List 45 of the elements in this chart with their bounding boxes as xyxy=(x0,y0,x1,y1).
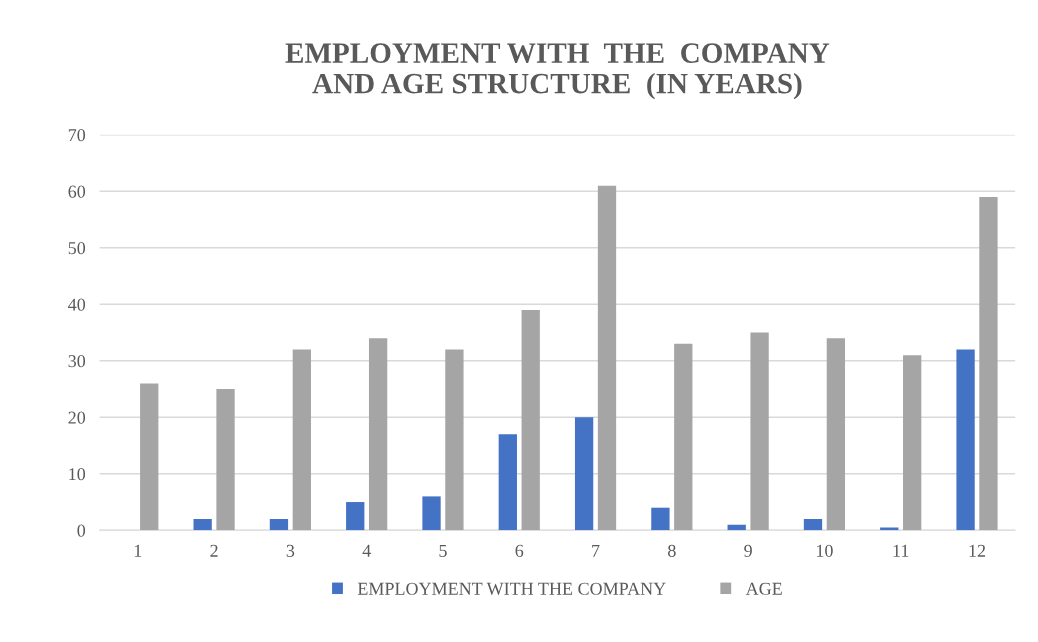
y-tick-label: 30 xyxy=(68,355,86,368)
bar xyxy=(597,185,617,531)
bar xyxy=(903,355,922,531)
y-tick-label: 0 xyxy=(77,524,86,537)
bar xyxy=(422,496,441,531)
x-tick-label: 10 xyxy=(816,544,833,557)
y-tick-label: 50 xyxy=(68,242,86,255)
bar xyxy=(140,383,159,531)
y-tick-label: 20 xyxy=(68,411,86,424)
legend-label: EMPLOYMENT WITH THE COMPANY xyxy=(357,582,666,595)
y-tick-label: 60 xyxy=(68,185,86,198)
bar xyxy=(574,417,594,531)
bar xyxy=(979,196,998,531)
x-tick-label: 8 xyxy=(668,544,676,557)
x-tick-label: 2 xyxy=(210,544,218,557)
bar xyxy=(750,332,769,531)
bar xyxy=(346,502,365,531)
y-tick-label: 10 xyxy=(69,468,86,481)
bar xyxy=(368,338,388,531)
bar xyxy=(269,518,289,531)
bar xyxy=(674,343,693,531)
bar xyxy=(880,527,899,531)
legend-label: AGE xyxy=(745,582,782,595)
bar xyxy=(826,338,846,531)
x-tick-label: 5 xyxy=(439,544,447,557)
bar xyxy=(956,349,975,531)
chart-title: EMPLOYMENT WITH THE COMPANY AND AGE STRUCTURE (IN YEARS) xyxy=(285,43,830,100)
bar xyxy=(498,434,517,531)
x-tick-label: 12 xyxy=(969,544,986,557)
bar xyxy=(651,507,670,531)
x-tick-label: 6 xyxy=(515,544,524,557)
bar xyxy=(193,518,212,531)
bar xyxy=(803,518,823,531)
x-tick-label: 9 xyxy=(744,544,752,557)
x-tick-label: 3 xyxy=(286,544,295,557)
bar xyxy=(216,389,235,531)
x-tick-label: 11 xyxy=(893,544,909,557)
bar xyxy=(292,349,311,531)
x-tick-label: 1 xyxy=(134,544,142,557)
bar xyxy=(445,349,464,531)
x-tick-label: 7 xyxy=(592,544,600,557)
y-tick-label: 40 xyxy=(68,298,86,311)
y-tick-label: 70 xyxy=(68,129,86,142)
x-tick-label: 4 xyxy=(362,544,371,557)
bar xyxy=(521,309,540,531)
